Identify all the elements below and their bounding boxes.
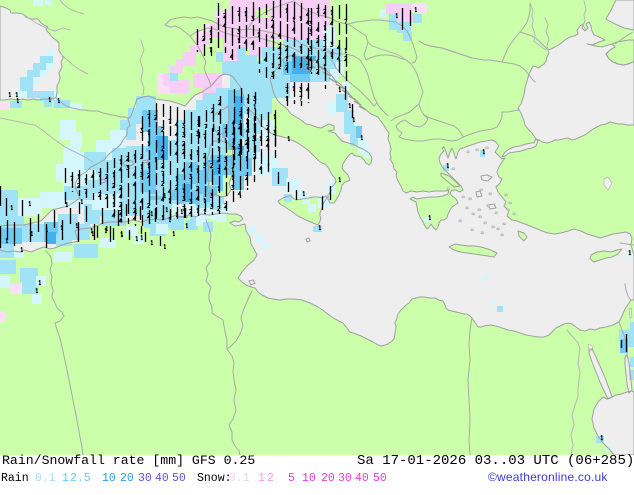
svg-text:Rain/Snowfall rate [mm] GFS 0.: Rain/Snowfall rate [mm] GFS 0.25 xyxy=(2,453,255,468)
svg-text:2: 2 xyxy=(267,472,274,485)
svg-text:0.1: 0.1 xyxy=(35,472,56,485)
svg-text:50: 50 xyxy=(373,472,387,485)
svg-text:2.5: 2.5 xyxy=(70,472,91,485)
svg-text:10: 10 xyxy=(102,472,116,485)
svg-text:20: 20 xyxy=(120,472,134,485)
svg-text:1: 1 xyxy=(258,472,265,485)
svg-text:5: 5 xyxy=(288,472,295,485)
svg-text:30: 30 xyxy=(138,472,152,485)
svg-text:Rain: Rain xyxy=(1,472,29,485)
svg-text:Snow:: Snow: xyxy=(197,472,232,485)
svg-text:Sa 17-01-2026 03..03 UTC (06+2: Sa 17-01-2026 03..03 UTC (06+285) xyxy=(357,453,634,469)
svg-text:1: 1 xyxy=(62,472,69,485)
svg-text:©weatheronline.co.uk: ©weatheronline.co.uk xyxy=(488,470,608,484)
svg-text:50: 50 xyxy=(172,472,186,485)
svg-text:30: 30 xyxy=(338,472,352,485)
svg-text:40: 40 xyxy=(155,472,169,485)
svg-text:10: 10 xyxy=(302,472,316,485)
svg-text:20: 20 xyxy=(321,472,335,485)
svg-text:40: 40 xyxy=(355,472,369,485)
svg-text:0.1: 0.1 xyxy=(229,472,250,485)
